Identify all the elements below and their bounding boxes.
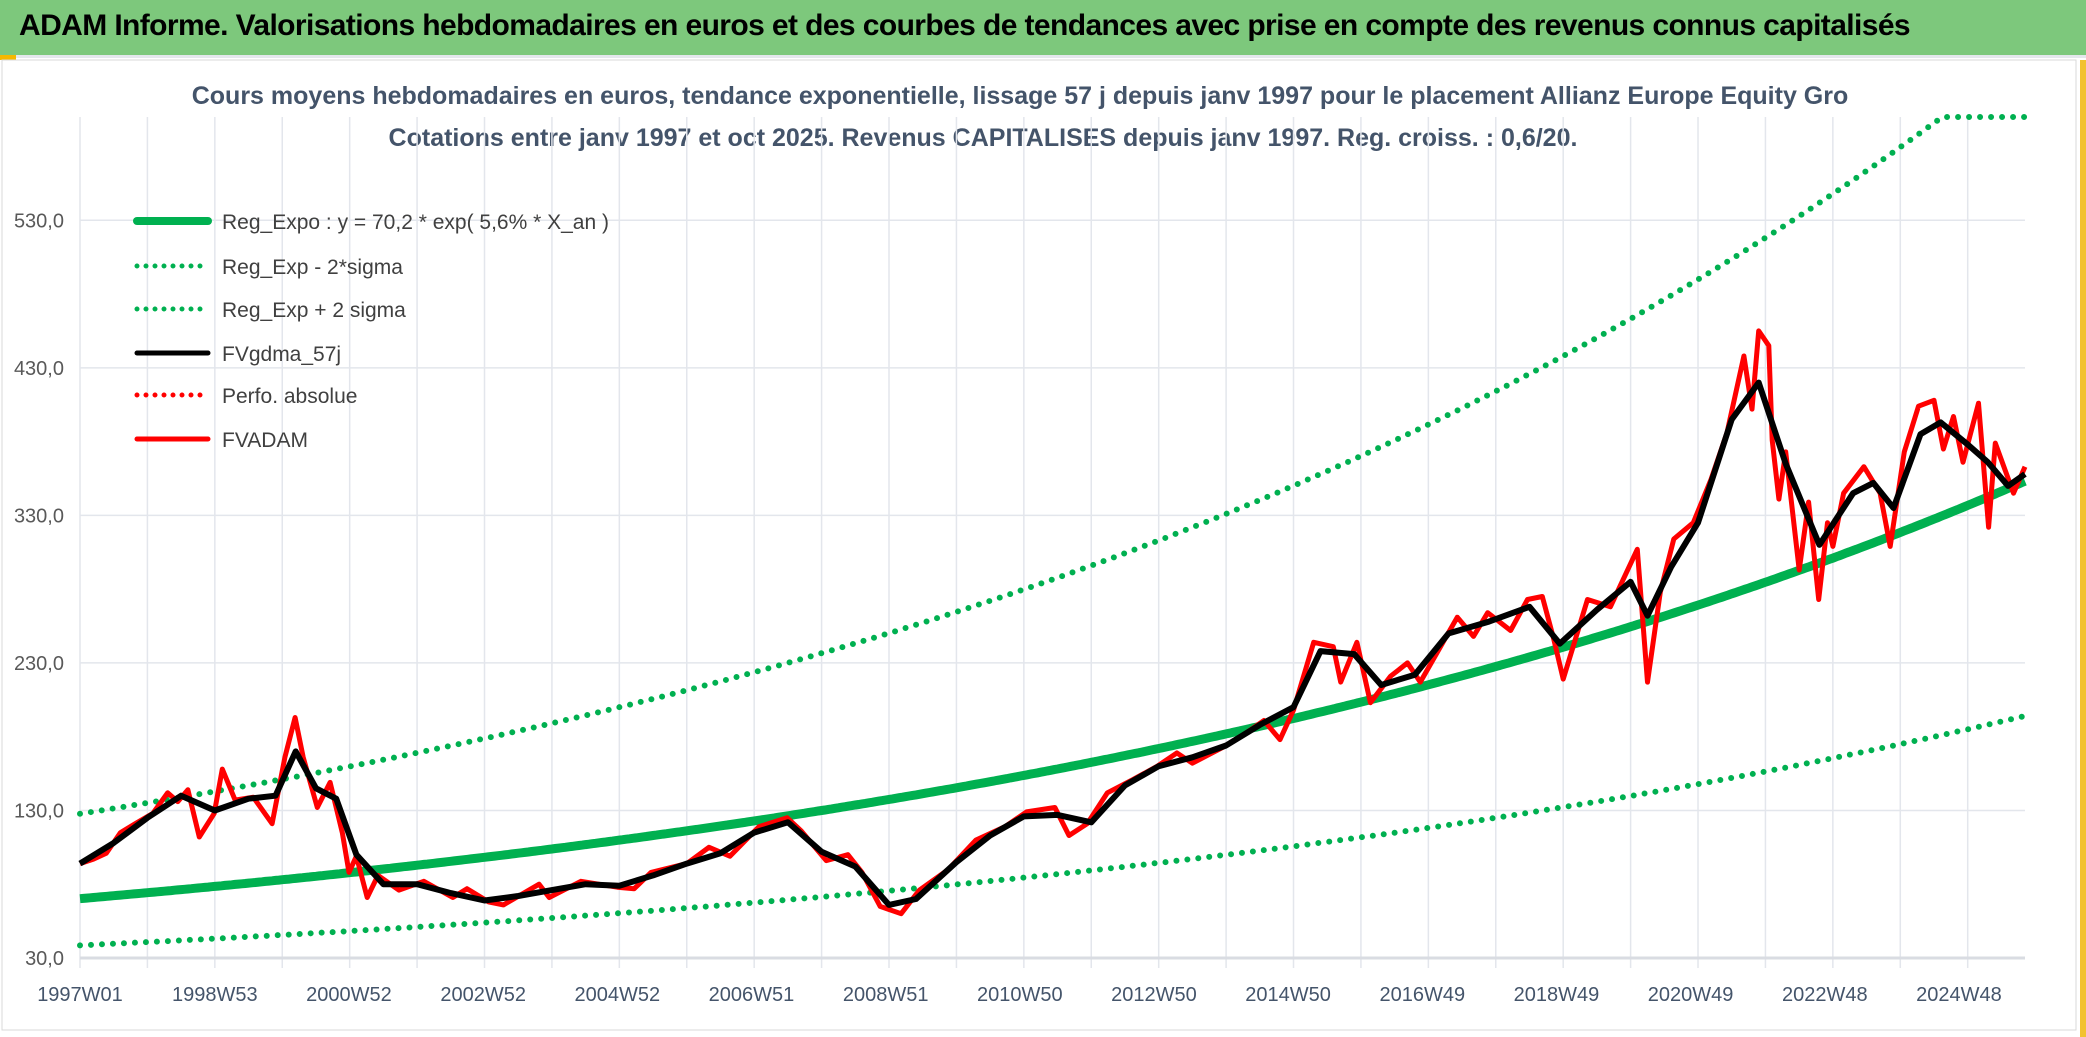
y-tick-label: 130,0 — [14, 800, 64, 822]
x-tick-label: 2020W49 — [1648, 984, 1734, 1006]
x-tick-label: 2012W50 — [1111, 984, 1197, 1006]
x-tick-label: 2016W49 — [1379, 984, 1465, 1006]
plot-area — [77, 114, 2028, 949]
y-tick-label: 230,0 — [14, 653, 64, 675]
report-title: ADAM Informe. Valorisations hebdomadaire… — [19, 9, 1911, 42]
x-tick-label: 1997W01 — [37, 984, 123, 1006]
chart-subtitle: Cotations entre janv 1997 et oct 2025. R… — [389, 124, 1578, 152]
selection-handle — [2080, 60, 2086, 1037]
legend-item: Reg_Exp - 2*sigma — [134, 256, 403, 279]
y-tick-label: 30,0 — [25, 948, 64, 970]
regression-minus-2sigma-line — [77, 713, 2028, 949]
series-fvgdma-57j-line — [78, 379, 2027, 908]
selection-handle — [0, 55, 16, 60]
regression-expo-line — [79, 477, 2027, 904]
legend-label: FVADAM — [222, 429, 308, 452]
legend-label: FVgdma_57j — [222, 343, 341, 366]
x-tick-label: 2008W51 — [843, 984, 929, 1006]
legend-item: Reg_Expo : y = 70,2 * exp( 5,6% * X_an ) — [133, 211, 609, 234]
legend-label: Reg_Expo : y = 70,2 * exp( 5,6% * X_an ) — [222, 211, 609, 234]
x-tick-label: 2004W52 — [575, 984, 661, 1006]
legend-label: Reg_Exp - 2*sigma — [222, 256, 403, 279]
x-tick-label: 2006W51 — [709, 984, 795, 1006]
legend-label: Reg_Exp + 2 sigma — [222, 299, 406, 322]
legend-label: Perfo. absolue — [222, 385, 357, 408]
x-tick-label: 2024W48 — [1916, 984, 2002, 1006]
x-tick-label: 2018W49 — [1514, 984, 1600, 1006]
axes: 30,0 130,0 230,0 330,0 430,0 530,0 1997W01 1998… — [14, 210, 2002, 1006]
report-title-bar: ADAM Informe. Valorisations hebdomadaire… — [0, 0, 2086, 58]
chart: Cours moyens hebdomadaires en euros, ten… — [1, 59, 2077, 1031]
legend: Reg_Expo : y = 70,2 * exp( 5,6% * X_an )… — [133, 211, 609, 452]
chart-title: Cours moyens hebdomadaires en euros, ten… — [192, 82, 1849, 110]
regression-plus-2sigma-line — [77, 114, 2028, 817]
x-tick-label: 2002W52 — [440, 984, 526, 1006]
legend-item: FVADAM — [134, 429, 308, 452]
legend-item: FVgdma_57j — [134, 343, 341, 366]
x-tick-label: 2000W52 — [306, 984, 392, 1006]
x-tick-label: 2010W50 — [977, 984, 1063, 1006]
x-tick-label: 2014W50 — [1245, 984, 1331, 1006]
x-tick-label: 1998W53 — [172, 984, 258, 1006]
series-fvadam-line — [79, 328, 2028, 917]
legend-item: Perfo. absolue — [134, 385, 357, 408]
legend-item: Reg_Exp + 2 sigma — [134, 299, 406, 322]
y-tick-label: 530,0 — [14, 210, 64, 232]
y-tick-label: 430,0 — [14, 358, 64, 380]
y-tick-label: 330,0 — [14, 505, 64, 527]
x-tick-label: 2022W48 — [1782, 984, 1868, 1006]
